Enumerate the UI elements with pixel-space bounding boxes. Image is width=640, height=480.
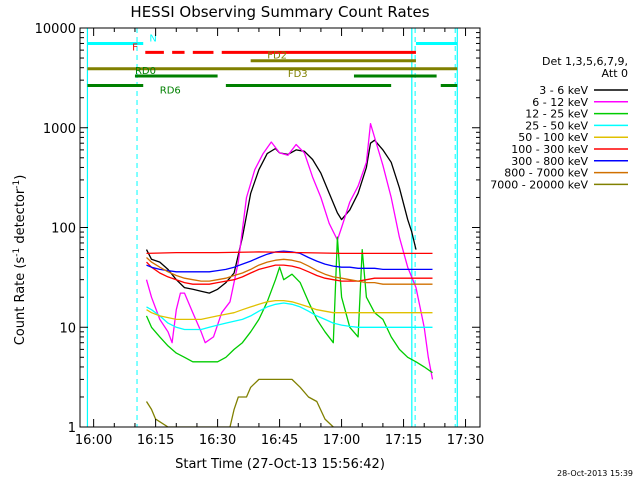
y-axis-label: Count Rate (s-1 detector-1) [12,175,28,346]
x-tick-label: 16:15 [137,433,174,448]
y-tick-label: 100 [51,222,76,237]
flag-label-fd2: FD2 [267,51,287,62]
legend-entry-label: 3 - 6 keV [539,84,588,97]
legend-header-line-1: Det 1,3,5,6,7,9, [542,55,628,68]
x-tick-label: 17:00 [323,433,360,448]
series-line-8 [145,378,334,427]
series-line-7 [146,257,433,285]
x-tick-label: 16:30 [199,433,236,448]
y-tick-label: 10000 [35,22,76,37]
legend-entry-label: 100 - 300 keV [511,143,588,156]
series-line-red-upper [146,251,433,255]
legend-entry-label: 6 - 12 keV [532,96,588,109]
legend-entry-label: 12 - 25 keV [525,108,588,121]
y-tick-label: 1000 [43,122,76,137]
chart-title: HESSI Observing Summary Count Rates [130,3,429,21]
legend-entry-label: 300 - 800 keV [511,155,588,168]
legend-entry-label: 50 - 100 keV [518,131,588,144]
legend-header-line-2: Att 0 [602,67,628,80]
flag-label-rd6: RD6 [160,86,181,97]
plot-area [86,28,458,427]
x-axis-label: Start Time (27-Oct-13 15:56:42) [175,457,385,472]
flag-label-f: F [132,42,138,53]
legend-entry-label: 25 - 50 keV [525,119,588,132]
series-line-6 [146,250,433,273]
plot-frame [79,27,481,428]
legend-entry-label: 7000 - 20000 keV [490,178,588,191]
x-tick-label: 17:30 [447,433,484,448]
legend-entry-label: 800 - 7000 keV [504,167,588,180]
x-tick-label: 16:00 [75,433,112,448]
series-line-2 [145,236,433,374]
y-tick-label: 1 [68,421,76,436]
series-line-4 [146,299,433,321]
x-tick-label: 17:15 [385,433,422,448]
flag-label-rd0: RD0 [135,66,156,77]
footer-timestamp: 28-Oct-2013 15:39 [557,469,633,478]
x-tick-label: 16:45 [261,433,298,448]
flag-label-n: N [149,33,156,44]
series-line-3 [146,302,433,331]
y-tick-label: 10 [59,321,76,336]
series-line-1 [145,122,434,380]
series-line-5 [146,261,433,285]
flag-label-fd3: FD3 [288,69,308,80]
